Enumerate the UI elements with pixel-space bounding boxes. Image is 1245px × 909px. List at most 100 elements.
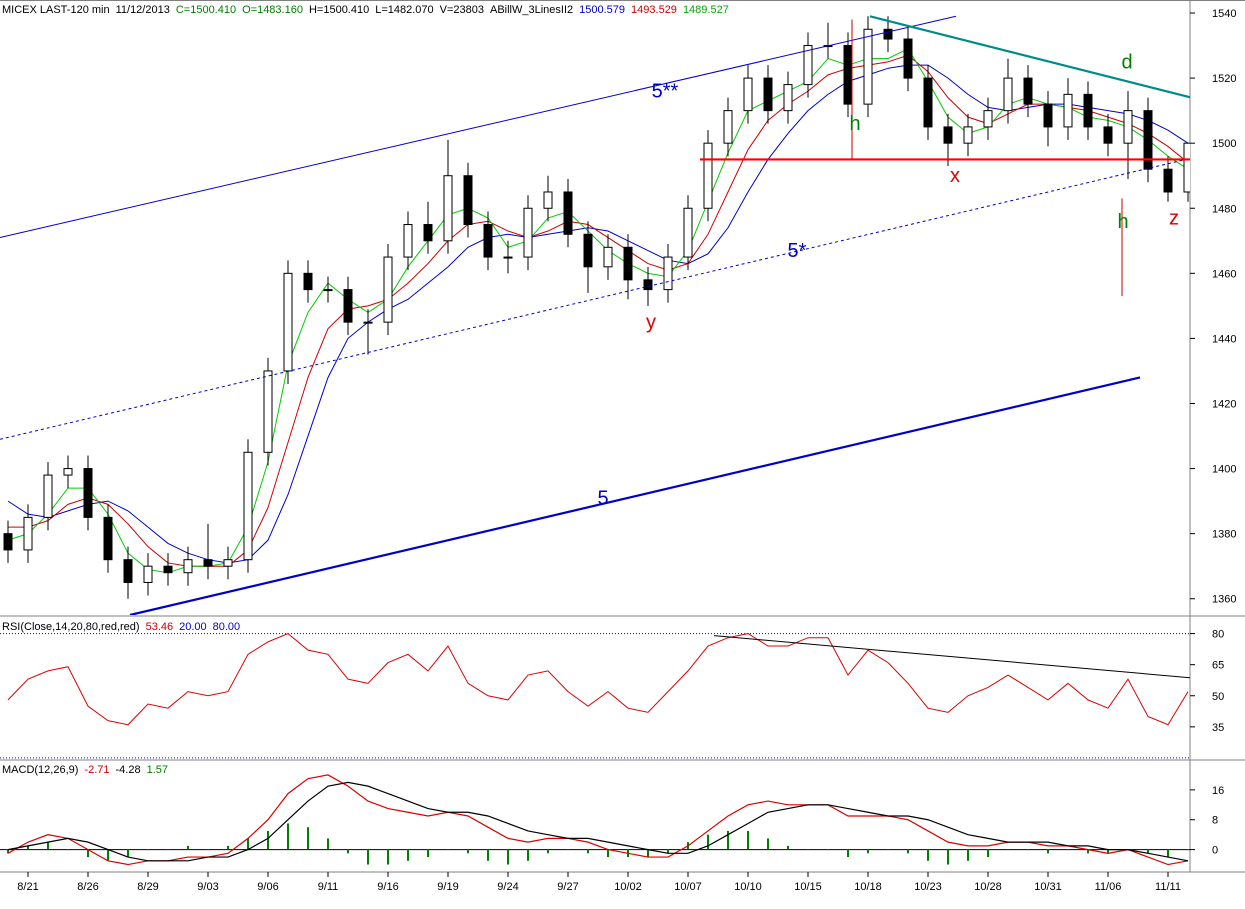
- candle-body: [783, 84, 793, 112]
- histogram-bar: [987, 849, 989, 858]
- candle-body: [543, 191, 553, 209]
- histogram-bar: [707, 834, 709, 850]
- histogram-bar: [647, 849, 649, 858]
- y-tick-label: 1420: [1212, 398, 1236, 410]
- x-tick-label: 9/16: [377, 881, 398, 893]
- x-tick-label: 11/06: [1095, 881, 1122, 893]
- candle-body: [263, 370, 273, 453]
- candle-body: [323, 289, 333, 292]
- candle-body: [303, 272, 313, 291]
- histogram-bar: [507, 849, 509, 865]
- candle-body: [203, 559, 213, 567]
- annotation: h: [849, 113, 860, 135]
- label-part: -2.71: [84, 764, 109, 776]
- annotation: d: [1121, 51, 1132, 73]
- histogram-bar: [587, 849, 589, 854]
- candle-body: [403, 224, 413, 258]
- candle-body: [463, 175, 473, 226]
- candle-body: [523, 207, 533, 258]
- y-tick-label: 1500: [1212, 138, 1236, 150]
- histogram-bar: [547, 849, 549, 854]
- histogram-bar: [1087, 849, 1089, 854]
- histogram-bar: [1187, 849, 1189, 851]
- macd-line: [7, 774, 1189, 866]
- x-tick-label: 9/19: [437, 881, 458, 893]
- annotation: y: [646, 312, 656, 334]
- x-tick-label: 9/06: [257, 881, 278, 893]
- label-part: 53.46: [146, 621, 174, 633]
- histogram-bar: [767, 838, 769, 850]
- panel: [0, 633, 1190, 759]
- annotation: 5*: [788, 240, 807, 262]
- candle-body: [923, 77, 933, 128]
- candle-body: [1003, 77, 1013, 112]
- histogram-bar: [927, 849, 929, 861]
- candle-body: [103, 516, 113, 561]
- y-tick-label: 1400: [1212, 464, 1236, 476]
- annotation: 5**: [652, 81, 679, 103]
- y-tick-label: 1440: [1212, 333, 1236, 345]
- label-part: -4.28: [116, 764, 141, 776]
- candle-body: [623, 246, 633, 281]
- candle-body: [83, 468, 93, 518]
- histogram-bar: [327, 838, 329, 850]
- x-tick-label: 11/11: [1155, 881, 1181, 893]
- candle-body: [1043, 103, 1053, 128]
- x-tick-label: 10/23: [914, 881, 942, 893]
- panel-label: MICEX LAST-120 min 11/12/2013 C=1500.410 O=…: [2, 4, 729, 16]
- histogram-bar: [187, 845, 189, 850]
- candle-body: [683, 207, 693, 258]
- histogram-bar: [247, 838, 249, 850]
- trend-line: [0, 158, 1187, 440]
- x-tick-label: 9/24: [497, 881, 518, 893]
- panel: [0, 774, 1190, 866]
- candle-body: [1083, 93, 1093, 128]
- histogram-bar: [27, 845, 29, 850]
- y-tick-label: 1460: [1212, 268, 1236, 280]
- label-part: 1500.579: [579, 4, 625, 16]
- y-tick-label: 50: [1212, 691, 1224, 703]
- y-tick-label: 1480: [1212, 203, 1236, 215]
- x-tick-label: 9/27: [557, 881, 578, 893]
- x-tick-label: 10/10: [734, 881, 762, 893]
- histogram-bar: [367, 849, 369, 865]
- y-tick-label: 8: [1212, 815, 1218, 827]
- trend-line: [869, 15, 1190, 99]
- histogram-bar: [1067, 849, 1069, 851]
- histogram-bar: [607, 849, 609, 858]
- histogram-bar: [407, 849, 409, 861]
- histogram-bar: [567, 849, 569, 851]
- histogram-bar: [87, 849, 89, 858]
- histogram-bar: [1047, 849, 1049, 854]
- label-part: 20.00: [179, 621, 207, 633]
- histogram-bar: [727, 830, 729, 850]
- histogram-bar: [67, 849, 69, 851]
- histogram-bar: [827, 849, 829, 851]
- x-tick-label: 10/18: [854, 881, 882, 893]
- histogram-bar: [867, 849, 869, 854]
- histogram-bar: [347, 849, 349, 854]
- annotation: h: [1117, 211, 1128, 233]
- histogram-bar: [887, 849, 889, 851]
- label-part: 80.00: [213, 621, 241, 633]
- candle-body: [1163, 168, 1173, 193]
- x-tick-label: 10/28: [974, 881, 1002, 893]
- candle-body: [743, 77, 753, 112]
- label-part: 1.57: [147, 764, 168, 776]
- x-tick-label: 8/26: [77, 881, 98, 893]
- y-tick-label: 65: [1212, 660, 1224, 672]
- histogram-bar: [107, 849, 109, 861]
- label-part: 1489.527: [683, 4, 729, 16]
- label-part: H=1500.410: [309, 4, 369, 16]
- candle-body: [423, 224, 433, 242]
- candle-body: [763, 77, 773, 112]
- candle-body: [983, 110, 993, 128]
- histogram-bar: [947, 849, 949, 865]
- candle-body: [963, 126, 973, 144]
- candle-body: [503, 256, 513, 259]
- histogram-bar: [287, 823, 289, 850]
- y-tick-label: 1520: [1212, 73, 1236, 85]
- annotation: 5: [597, 487, 608, 509]
